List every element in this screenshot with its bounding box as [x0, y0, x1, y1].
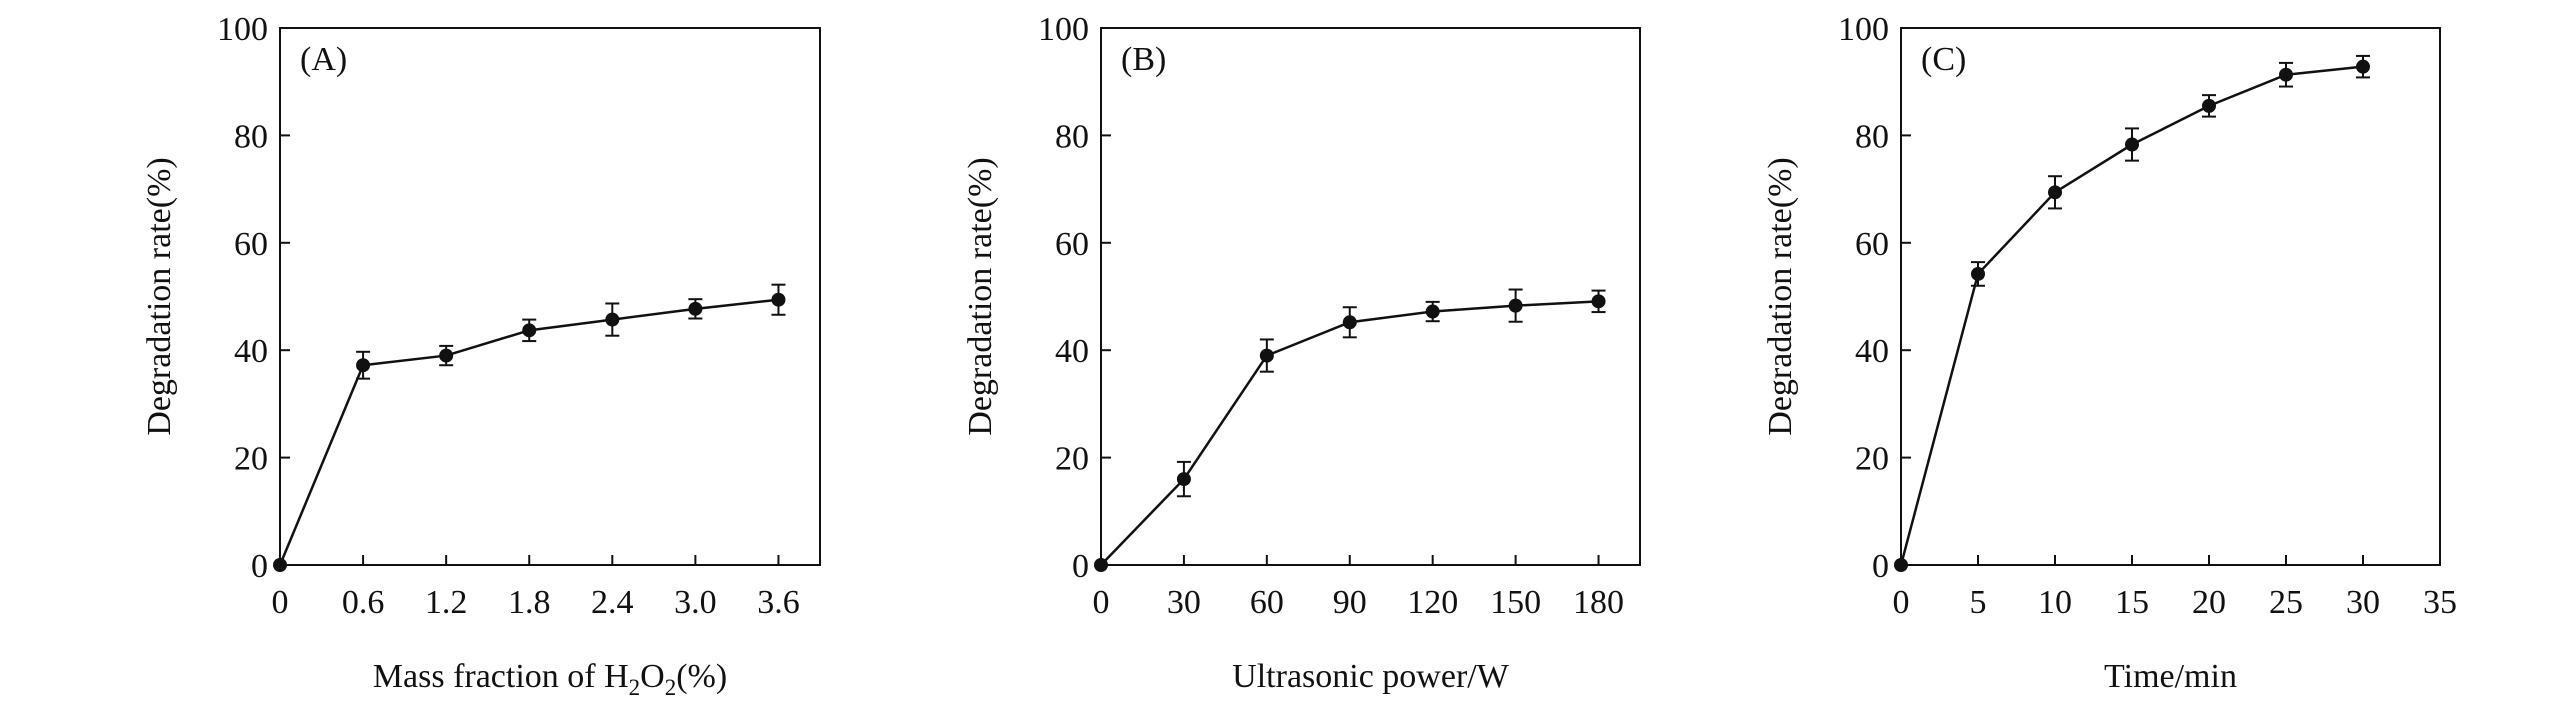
panel-b: 0 20 40 60 80 100 0 30 60 90 120 150 180 (B) Degradati… [962, 11, 1641, 695]
y-tick-label: 0 [1072, 548, 1089, 585]
x-tick-label: 15 [2115, 584, 2149, 621]
data-point [273, 558, 287, 572]
x-axis-label-part: Time/min [2104, 658, 2237, 695]
plot-frame [279, 27, 821, 566]
panel-a: 0 20 40 60 80 100 0 0.6 1.2 1.8 2.4 3.0 3.6 (A) Degrad… [141, 11, 821, 700]
y-tick-label: 80 [1055, 118, 1089, 155]
data-point [2356, 59, 2370, 74]
data-point [522, 323, 537, 338]
x-tick-label: 180 [1573, 584, 1624, 621]
x-axis-label: Mass fraction of H2O2(%) [373, 658, 727, 700]
y-tick-label: 60 [1855, 226, 1889, 263]
x-tick-label: 0 [272, 584, 289, 621]
x-axis-label: Ultrasonic power/W [1232, 658, 1510, 695]
data-point [1259, 348, 1274, 363]
data-point [1425, 304, 1440, 319]
data-point [2125, 137, 2139, 152]
x-tick-label: 20 [2192, 584, 2226, 621]
x-tick-label: 90 [1333, 584, 1367, 621]
x-axis-label-part: Ultrasonic power/W [1232, 658, 1510, 695]
y-tick-label: 40 [234, 333, 268, 370]
data-point [1971, 266, 1985, 281]
y-tick-label: 80 [234, 118, 268, 155]
data-point [771, 292, 786, 307]
x-tick-label: 60 [1250, 584, 1284, 621]
data-point [356, 358, 371, 373]
x-axis-label-part: O [640, 658, 665, 695]
x-tick-label: 2.4 [591, 584, 634, 621]
x-axis-label-subscript: 2 [629, 675, 641, 700]
data-point [439, 348, 454, 363]
plot-frame [1900, 27, 2441, 566]
panel-label-b: (B) [1121, 41, 1166, 78]
data-point [2202, 98, 2216, 113]
x-axis-label: Time/min [2104, 658, 2237, 695]
x-tick-label: 3.6 [757, 584, 800, 621]
data-point [1894, 558, 1908, 572]
x-tick-label: 25 [2269, 584, 2303, 621]
x-tick-label: 150 [1490, 584, 1541, 621]
x-tick-label: 30 [2346, 584, 2380, 621]
y-axis-label: Degradation rate(%) [141, 157, 178, 435]
y-tick-label: 80 [1855, 118, 1889, 155]
data-point [2279, 67, 2293, 82]
x-axis-label-part: (%) [676, 658, 727, 695]
data-point [1176, 472, 1191, 487]
y-tick-label: 40 [1055, 333, 1089, 370]
x-tick-label: 5 [1970, 584, 1987, 621]
panel-c: 0 20 40 60 80 100 0 5 10 15 20 25 30 35 (C) Degradation… [1762, 11, 2457, 695]
data-point [1591, 294, 1606, 309]
x-tick-label: 1.2 [425, 584, 468, 621]
x-tick-label: 30 [1167, 584, 1201, 621]
panel-label-a: (A) [300, 41, 347, 78]
y-tick-label: 20 [234, 441, 268, 478]
data-point [1508, 298, 1523, 313]
x-tick-label: 10 [2038, 584, 2072, 621]
x-tick-label: 35 [2423, 584, 2457, 621]
y-tick-label: 0 [251, 548, 268, 585]
y-tick-label: 100 [217, 11, 268, 48]
y-tick-label: 60 [1055, 226, 1089, 263]
x-tick-label: 0 [1093, 584, 1110, 621]
y-tick-label: 20 [1055, 441, 1089, 478]
panel-label-c: (C) [1921, 41, 1966, 78]
data-point [688, 301, 703, 316]
x-tick-label: 3.0 [674, 584, 717, 621]
x-tick-label: 0.6 [342, 584, 385, 621]
plot-frame [1100, 27, 1641, 566]
y-axis-label: Degradation rate(%) [1762, 157, 1799, 435]
x-tick-label: 1.8 [508, 584, 551, 621]
data-point [605, 312, 620, 327]
x-tick-label: 0 [1893, 584, 1910, 621]
data-point [1342, 315, 1357, 330]
series-line [1100, 300, 1599, 566]
x-axis-label-part: Mass fraction of H [373, 658, 629, 695]
y-tick-label: 100 [1838, 11, 1889, 48]
data-point [2048, 185, 2062, 200]
data-point [1094, 558, 1108, 572]
y-axis-label: Degradation rate(%) [962, 157, 999, 435]
y-tick-label: 60 [234, 226, 268, 263]
y-tick-label: 100 [1038, 11, 1089, 48]
y-tick-label: 40 [1855, 333, 1889, 370]
y-tick-label: 20 [1855, 441, 1889, 478]
y-tick-label: 0 [1872, 548, 1889, 585]
x-tick-label: 120 [1407, 584, 1458, 621]
x-axis-label-subscript: 2 [665, 675, 677, 700]
